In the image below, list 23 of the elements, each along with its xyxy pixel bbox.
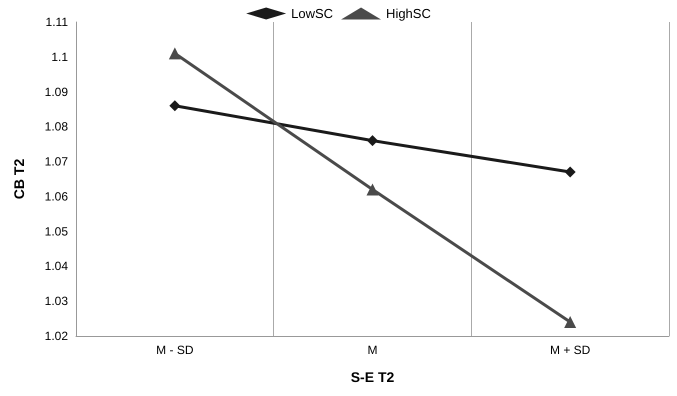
point — [168, 47, 181, 60]
point — [367, 135, 378, 146]
y-tick-label: 1.03 — [44, 294, 68, 308]
legend-label: LowSC — [291, 6, 334, 21]
point — [169, 100, 180, 112]
x-axis-title: S-E T2 — [350, 369, 394, 385]
point — [564, 316, 576, 328]
x-tick-label: M — [368, 343, 378, 357]
y-tick-label: 1.04 — [44, 259, 68, 274]
y-tick-label: 1.1 — [51, 50, 68, 64]
y-tick-label: 1.07 — [44, 154, 68, 169]
y-tick-label: 1.02 — [44, 329, 68, 343]
point — [366, 183, 378, 196]
y-tick-label: 1.06 — [44, 189, 68, 204]
y-axis-title: CB T2 — [11, 158, 27, 200]
y-tick-label: 1.09 — [44, 84, 68, 99]
y-tick-label: 1.08 — [44, 120, 68, 134]
x-tick-label: M + SD — [550, 343, 591, 357]
y-tick-label: 1.05 — [44, 224, 68, 238]
y-tick-label: 1.11 — [46, 15, 68, 29]
legend-label: HighSC — [386, 6, 431, 21]
point — [564, 166, 576, 178]
x-tick-label: M - SD — [156, 343, 194, 357]
